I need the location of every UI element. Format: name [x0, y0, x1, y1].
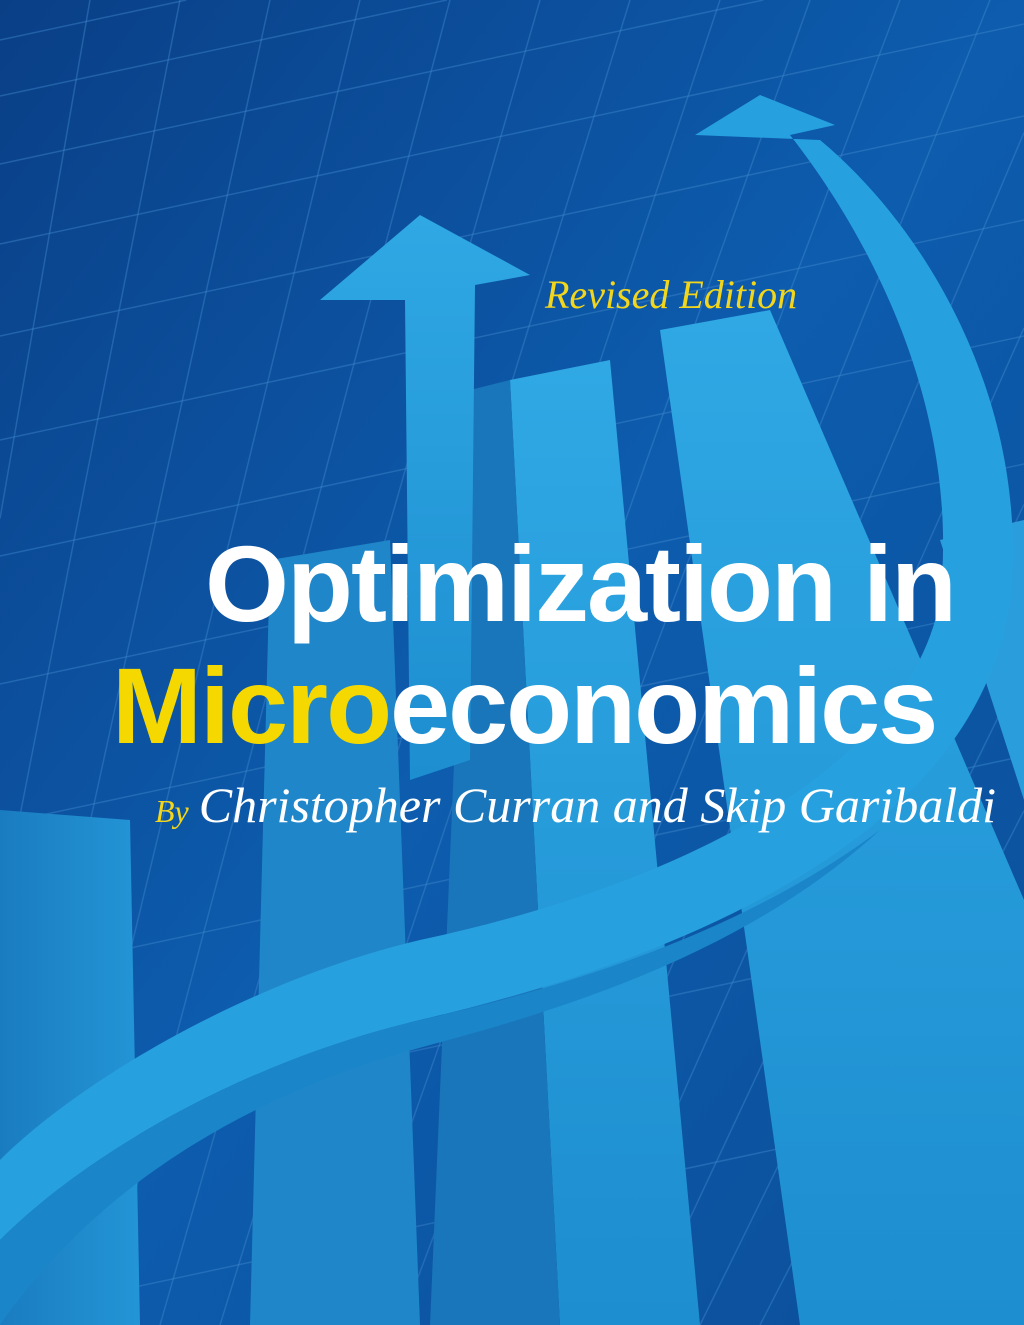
grid-line — [0, 23, 1024, 245]
byline: By Christopher Curran and Skip Garibaldi — [155, 780, 996, 830]
edition-label: Revised Edition — [545, 272, 798, 317]
title-line-2: Microeconomics — [112, 652, 938, 760]
bar-center — [510, 360, 700, 1325]
grid-line — [0, 115, 1024, 337]
arrow-up-right — [0, 95, 1013, 1240]
authors: Christopher Curran and Skip Garibaldi — [198, 777, 997, 833]
grid-line — [0, 0, 187, 41]
swoosh — [0, 830, 880, 1325]
by-label: By — [155, 793, 189, 829]
title-highlight: Micro — [112, 645, 392, 766]
bar-center-left — [250, 540, 420, 1325]
arrow-up-left — [320, 215, 530, 780]
grid-line — [0, 0, 447, 97]
grid-line — [0, 0, 181, 918]
title-line-1: Optimization in — [205, 523, 957, 644]
grid-line — [0, 219, 1024, 441]
grid-line — [0, 0, 91, 519]
title-rest: economics — [390, 645, 938, 766]
grid-line — [0, 0, 764, 165]
